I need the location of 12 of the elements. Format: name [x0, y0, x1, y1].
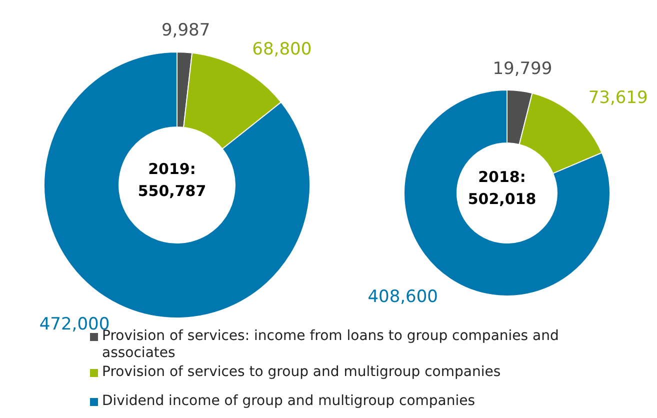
text: 2019: — [148, 160, 196, 178]
text: 2018: — [478, 168, 526, 186]
data-label: 73,619 — [588, 88, 648, 108]
legend-label: Dividend income of group and multigroup companies — [102, 393, 476, 410]
data-label: 19,799 — [492, 58, 552, 79]
legend-label: Provision of services: income from loans to group companies and associates — [102, 328, 560, 362]
data-label: 68,800 — [252, 39, 312, 60]
legend-label: Provision of services to group and multigroup companies — [102, 364, 501, 381]
data-label: 9,987 — [161, 20, 210, 40]
text: 502,018 — [468, 190, 536, 208]
text: 550,787 — [138, 182, 206, 200]
data-label: 408,600 — [368, 287, 438, 308]
